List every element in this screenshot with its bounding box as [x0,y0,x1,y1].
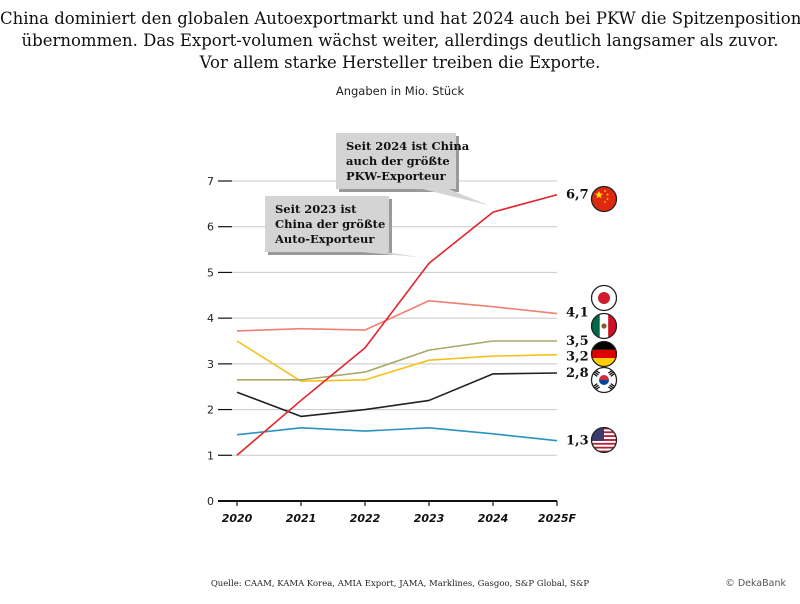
callout-box [336,133,456,189]
flag-border [590,284,618,312]
end-value-label: 3,2 [566,350,589,365]
y-tick-label: 5 [207,266,214,279]
annotation-text: Seit 2024 ist China [346,139,470,153]
y-tick-label: 4 [207,312,214,325]
x-tick-label: 2023 [414,512,445,525]
flag-border [590,185,618,213]
germany-flag [591,341,617,367]
flag-border [590,340,618,368]
flag-border [590,426,618,454]
x-tick-label: 2022 [350,512,381,525]
x-tick-label: 2020 [222,512,253,525]
y-tick-label: 3 [207,358,214,371]
x-tick-label: 2021 [286,512,317,525]
series-line-usa [236,427,558,442]
x-tick-label: 2024 [478,512,509,525]
annotation-text: Auto-Exporteur [274,232,375,246]
chart-title: China dominiert den globalen Autoexportm… [0,8,800,74]
label-layer: 6,7 4,1 3,53,22,8 1,3 [566,188,589,449]
korea-flag [591,367,617,393]
series-line-japan [236,299,558,332]
flag-layer [590,185,618,454]
annotation-text: PKW-Exporteur [346,169,447,183]
end-value-label: 1,3 [566,434,589,449]
mexico-flag [591,313,617,339]
series-layer [236,193,558,456]
flag-border [590,312,618,340]
annotation-text: auch der größte [346,154,450,168]
copyright-credit: © DekaBank [725,578,786,589]
y-tick-label: 0 [207,495,214,508]
y-tick-label: 7 [207,175,214,188]
end-value-label: 6,7 [566,188,589,203]
annotation-text: China der größte [275,217,385,231]
end-value-label: 3,5 [566,334,589,349]
x-tick-label: 2025F [538,512,577,525]
annotation-text: Seit 2023 ist [275,202,357,216]
y-tick-label: 6 [207,221,214,234]
japan-flag [591,285,617,311]
series-line-korea [236,372,558,418]
y-tick-label: 1 [207,449,214,462]
title-line-3: Vor allem starke Hersteller treiben die … [199,53,601,72]
end-value-label: 4,1 [566,306,589,321]
callout-pointer [418,188,488,206]
series-line-mexico [237,340,557,381]
y-tick-label: 2 [207,404,214,417]
title-line-1: China dominiert den globalen Autoexportm… [0,9,800,28]
callout-box [265,196,389,252]
series-line-china [236,193,558,456]
callout-pointer [351,251,420,258]
end-value-label: 2,8 [566,366,589,381]
series-line-germany [236,340,558,383]
source-note: Quelle: CAAM, KAMA Korea, AMIA Export, J… [210,579,590,589]
china-flag [591,186,617,212]
title-line-2: übernommen. Das Export-volumen wächst we… [21,31,779,50]
axis-layer: 0 1 2 3 4 5 6 7 2020 2021 2022 2023 2024 2025F [207,175,577,525]
flag-border [590,366,618,394]
unit-label: Angaben in Mio. Stück [335,84,465,98]
